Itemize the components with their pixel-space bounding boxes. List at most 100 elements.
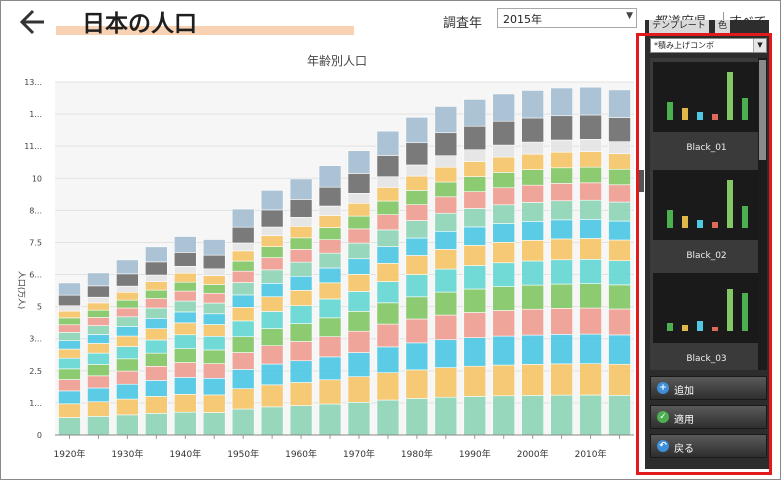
bar-segment: [347, 215, 371, 230]
bar-segment: [202, 239, 226, 256]
bar-segment: [550, 87, 573, 117]
panel-resize-handle[interactable]: [639, 170, 644, 192]
bar-segment: [145, 261, 168, 276]
bar-segment: [87, 375, 110, 389]
bar-segment: [318, 317, 342, 337]
bar-segment: [521, 202, 544, 222]
back-button[interactable]: ↶ 戻る: [650, 434, 767, 458]
bar-segment: [260, 209, 284, 228]
scrollbar-thumb[interactable]: [759, 60, 766, 160]
bar-segment: [58, 403, 81, 418]
bar-segment: [318, 205, 342, 216]
template-preview: [653, 62, 759, 132]
bar-segment: [173, 236, 197, 253]
bar-segment: [116, 358, 139, 372]
bar-segment: [116, 259, 139, 275]
bar-segment: [58, 417, 81, 436]
template-list-scrollbar[interactable]: [758, 58, 767, 370]
bar-segment: [376, 246, 400, 264]
bar-segment: [87, 401, 110, 417]
y-tick-label: 8...: [29, 206, 42, 215]
bar-segment: [550, 394, 573, 436]
bar-segment: [376, 281, 400, 304]
bar-segment: [376, 323, 400, 348]
bar-segment: [173, 334, 197, 349]
apply-button[interactable]: ✓ 適用: [650, 405, 767, 429]
bar-segment: [492, 172, 516, 189]
bar-segment: [173, 322, 197, 336]
bar-segment: [318, 165, 342, 188]
bar-segment: [58, 379, 81, 392]
bar-segment: [463, 365, 487, 397]
bar-segment: [405, 255, 429, 275]
bar-segment: [260, 328, 284, 347]
bar-segment: [318, 298, 342, 319]
bar-segment: [492, 310, 516, 337]
bar-segment: [173, 265, 197, 274]
bar-segment: [87, 296, 110, 304]
bar-segment: [202, 335, 226, 351]
bar-segment: [405, 190, 429, 205]
bar-segment: [550, 334, 573, 365]
bar-segment: [58, 317, 81, 326]
bar-segment: [492, 262, 516, 287]
bar-segment: [116, 273, 139, 287]
bar-segment: [87, 272, 110, 287]
bar-segment: [492, 242, 516, 264]
tab-color[interactable]: 色: [715, 20, 731, 33]
bar-segment: [289, 261, 313, 277]
thumb-bar: [712, 114, 718, 120]
bar-segment: [463, 149, 487, 162]
bar-segment: [405, 296, 429, 320]
bar-segment: [579, 259, 602, 284]
add-button[interactable]: + 追加: [650, 376, 767, 400]
bar-segment: [173, 290, 197, 302]
bar-segment: [87, 352, 110, 365]
tab-template[interactable]: テンプレート: [649, 20, 709, 33]
bar-segment: [173, 300, 197, 313]
bar-segment: [289, 249, 313, 263]
bar-segment: [608, 284, 631, 310]
bar-segment: [202, 378, 226, 396]
title-underline: [56, 26, 354, 35]
bar-segment: [289, 199, 313, 218]
bar-segment: [521, 364, 544, 396]
bar-segment: [579, 307, 602, 335]
bar-segment: [376, 187, 400, 202]
bar-segment: [289, 360, 313, 383]
bar-segment: [289, 405, 313, 436]
bar-segment: [608, 363, 631, 396]
bar-segment: [492, 204, 516, 224]
bar-segment: [347, 330, 371, 353]
bar-segment: [579, 394, 602, 436]
bar-segment: [434, 196, 458, 214]
bar-segment: [202, 412, 226, 436]
bar-segment: [405, 117, 429, 144]
y-tick-label: 0: [37, 431, 42, 440]
thumb-bar: [697, 112, 703, 120]
bar-segment: [405, 175, 429, 191]
bar-segment: [58, 368, 81, 380]
thumb-bar: [682, 108, 688, 120]
bar-segment: [347, 311, 371, 332]
bar-segment: [173, 411, 197, 436]
bar-segment: [231, 320, 255, 338]
bar-segment: [521, 284, 544, 310]
thumb-bar: [712, 327, 718, 331]
back-arrow-icon[interactable]: [18, 7, 48, 37]
bar-segment: [260, 190, 284, 211]
year-select[interactable]: 2015年 ▼: [497, 8, 637, 28]
bar-segment: [87, 309, 110, 318]
bar-segment: [289, 217, 313, 227]
bar-segment: [289, 341, 313, 362]
bar-segment: [202, 275, 226, 285]
template-select-value: *積み上げコンボ: [654, 41, 714, 50]
bar-segment: [87, 416, 110, 436]
bar-segment: [376, 229, 400, 247]
template-select[interactable]: *積み上げコンボ ▼: [650, 38, 767, 53]
bar-segment: [463, 288, 487, 313]
bar-segment: [202, 284, 226, 294]
bar-segment: [145, 281, 168, 291]
bar-segment: [550, 238, 573, 261]
x-tick-label: 1930年: [111, 448, 143, 460]
